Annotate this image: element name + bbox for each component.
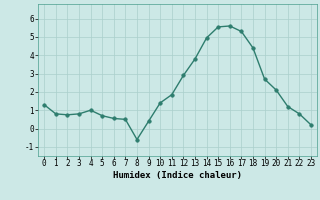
X-axis label: Humidex (Indice chaleur): Humidex (Indice chaleur) [113, 171, 242, 180]
